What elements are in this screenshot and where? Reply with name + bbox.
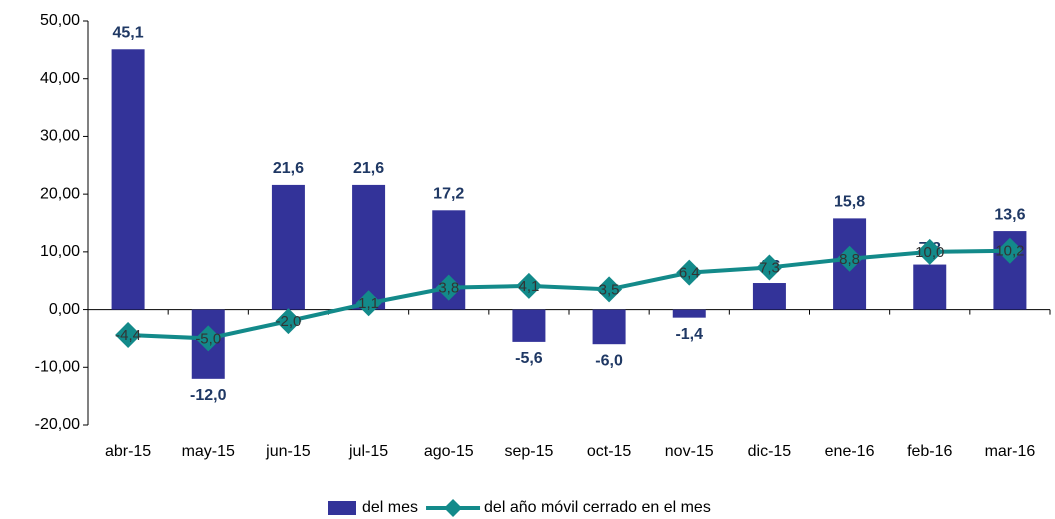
- line-value-label: 6,4: [679, 265, 700, 282]
- line-marker: [355, 290, 382, 317]
- legend-label: del mes: [362, 499, 418, 516]
- legend-swatch: [444, 499, 463, 517]
- x-tick-label: dic-15: [748, 443, 792, 460]
- y-tick-label: -20,00: [35, 416, 80, 433]
- line-value-label: 4,1: [518, 278, 539, 295]
- bar: [592, 309, 626, 345]
- y-tick-label: 10,00: [40, 243, 80, 260]
- x-tick-label: mar-16: [985, 443, 1036, 460]
- y-tick-label: 30,00: [40, 128, 80, 145]
- y-tick-label: -10,00: [35, 359, 80, 376]
- line-marker: [996, 237, 1023, 264]
- x-tick-label: abr-15: [105, 443, 151, 460]
- bar-value-label: 21,6: [353, 160, 384, 177]
- bar: [271, 184, 305, 310]
- x-tick-label: feb-16: [907, 443, 952, 460]
- y-tick-label: 50,00: [40, 12, 80, 29]
- bar-value-label: 45,1: [113, 24, 144, 41]
- line-value-label: 10,2: [995, 243, 1024, 260]
- y-tick-label: 40,00: [40, 70, 80, 87]
- bar: [913, 264, 947, 310]
- bar: [672, 309, 706, 318]
- line-value-label: 1,1: [358, 295, 379, 312]
- bar-value-label: 21,6: [273, 160, 304, 177]
- y-tick-label: 0,00: [49, 301, 80, 318]
- line-value-label: 3,8: [438, 280, 459, 297]
- line: [127, 248, 1010, 341]
- line-value-label: 3,5: [599, 281, 620, 298]
- line-marker: [836, 245, 863, 272]
- legend-swatch: [328, 501, 356, 515]
- x-tick-label: jul-15: [348, 443, 388, 460]
- bar-value-label: -12,0: [190, 387, 227, 404]
- x-tick-label: may-15: [182, 443, 235, 460]
- bar-value-label: 13,6: [994, 206, 1025, 223]
- bar-value-label: -1,4: [675, 326, 703, 343]
- line-value-label: -5,0: [195, 330, 221, 347]
- bar: [111, 49, 145, 310]
- line-marker: [275, 308, 302, 335]
- line-marker: [435, 274, 462, 301]
- bar-value-label: 15,8: [834, 194, 865, 211]
- x-tick-label: ene-16: [825, 443, 875, 460]
- x-tick-label: jun-15: [265, 443, 311, 460]
- line-value-label: 10,0: [915, 244, 944, 261]
- line-value-label: -2,0: [275, 313, 301, 330]
- legend-label: del año móvil cerrado en el mes: [484, 499, 711, 516]
- y-tick-label: 20,00: [40, 185, 80, 202]
- x-tick-label: oct-15: [587, 443, 632, 460]
- bar: [512, 309, 546, 342]
- bar: [352, 184, 386, 310]
- x-tick-label: nov-15: [665, 443, 714, 460]
- line-marker: [115, 321, 142, 348]
- line-marker: [916, 238, 943, 265]
- x-tick-label: ago-15: [424, 443, 474, 460]
- line-marker: [756, 254, 783, 281]
- line-value-label: -4,4: [115, 327, 141, 344]
- bar-value-label: -5,6: [515, 350, 543, 367]
- bar-value-label: -6,0: [595, 352, 623, 369]
- line-marker: [596, 276, 623, 303]
- bar-value-label: 17,2: [433, 186, 464, 203]
- bar: [752, 283, 786, 310]
- line-marker: [515, 272, 542, 299]
- line-marker: [676, 259, 703, 286]
- line-value-label: 7,3: [759, 259, 780, 276]
- line-value-label: 8,8: [839, 251, 860, 268]
- line-marker: [195, 325, 222, 352]
- x-tick-label: sep-15: [504, 443, 553, 460]
